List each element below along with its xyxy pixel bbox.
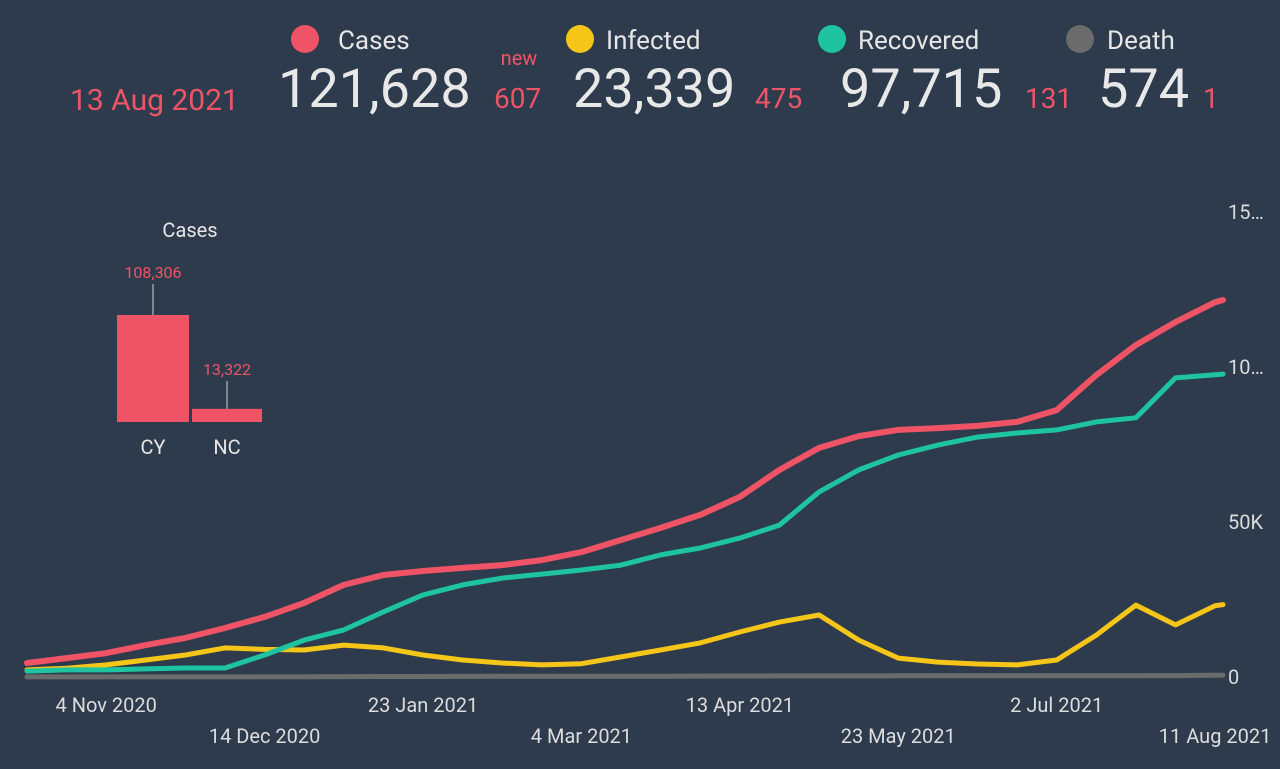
date: 13 Aug 2021 bbox=[70, 83, 239, 118]
x-tick-label: 13 Apr 2021 bbox=[686, 693, 794, 717]
new-label: new bbox=[501, 46, 538, 70]
y-tick-label: 10… bbox=[1228, 355, 1264, 379]
legend-dot bbox=[1066, 25, 1094, 53]
legend-dot bbox=[818, 25, 846, 53]
bar-category: NC bbox=[213, 435, 240, 459]
stat-total: 574 bbox=[1098, 58, 1189, 121]
x-tick-label: 2 Jul 2021 bbox=[1010, 693, 1103, 717]
series-line bbox=[24, 672, 1226, 680]
stat-new: 131 bbox=[1025, 82, 1072, 115]
bar bbox=[192, 408, 262, 422]
y-tick-label: 50K bbox=[1228, 510, 1263, 534]
y-tick-label: 15… bbox=[1228, 200, 1264, 224]
legend-label: Infected bbox=[606, 26, 701, 56]
bar bbox=[117, 315, 189, 422]
x-tick-label: 4 Nov 2020 bbox=[56, 693, 157, 717]
x-tick-label: 4 Mar 2021 bbox=[531, 724, 632, 748]
legend-label: Recovered bbox=[858, 26, 979, 56]
bar-value-label: 108,306 bbox=[124, 263, 181, 282]
stat-total: 23,339 bbox=[573, 58, 735, 121]
bar-chart-title: Cases bbox=[162, 218, 217, 242]
stat-total: 97,715 bbox=[840, 58, 1002, 121]
stat-new: 607 bbox=[494, 82, 541, 115]
x-tick-label: 23 Jan 2021 bbox=[368, 693, 478, 717]
bar-category: CY bbox=[140, 435, 165, 459]
stat-new: 475 bbox=[755, 82, 802, 115]
x-tick-label: 23 May 2021 bbox=[841, 724, 956, 748]
bar-value-label: 13,322 bbox=[203, 360, 251, 379]
stat-new: 1 bbox=[1203, 82, 1219, 115]
legend-label: Cases bbox=[338, 26, 410, 56]
legend-label: Death bbox=[1107, 26, 1175, 56]
x-tick-label: 11 Aug 2021 bbox=[1159, 724, 1272, 748]
series-line bbox=[24, 371, 1226, 674]
x-tick-label: 14 Dec 2020 bbox=[209, 724, 321, 748]
y-tick-label: 0 bbox=[1228, 665, 1239, 689]
stat-total: 121,628 bbox=[278, 58, 471, 121]
series-line bbox=[24, 297, 1226, 666]
legend-dot bbox=[566, 25, 594, 53]
legend-dot bbox=[291, 25, 319, 53]
series-line bbox=[24, 602, 1226, 673]
